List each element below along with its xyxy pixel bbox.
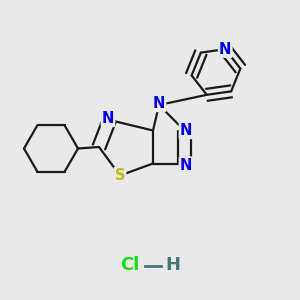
Text: N: N (180, 158, 192, 172)
Text: S: S (115, 168, 125, 183)
Text: N: N (180, 123, 192, 138)
Text: Cl: Cl (120, 256, 139, 274)
Text: N: N (102, 111, 114, 126)
Text: H: H (165, 256, 180, 274)
Text: N: N (219, 42, 231, 57)
Text: N: N (153, 96, 165, 111)
